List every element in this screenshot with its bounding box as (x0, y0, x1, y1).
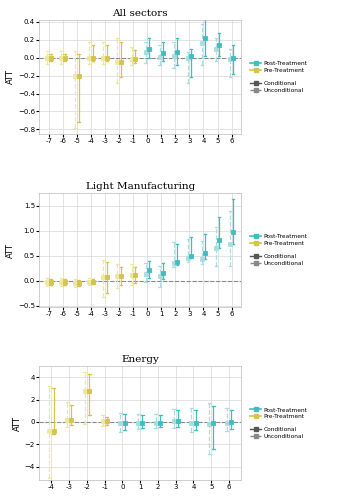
Y-axis label: ATT: ATT (6, 70, 15, 84)
Legend: Post-Treatment, Pre-Treatment, , Conditional, Unconditional: Post-Treatment, Pre-Treatment, , Conditi… (250, 408, 307, 438)
Y-axis label: ATT: ATT (6, 242, 15, 258)
Title: Light Manufacturing: Light Manufacturing (86, 182, 195, 191)
Title: Energy: Energy (121, 355, 159, 364)
Y-axis label: ATT: ATT (13, 416, 22, 430)
Legend: Post-Treatment, Pre-Treatment, , Conditional, Unconditional: Post-Treatment, Pre-Treatment, , Conditi… (250, 234, 307, 266)
Legend: Post-Treatment, Pre-Treatment, , Conditional, Unconditional: Post-Treatment, Pre-Treatment, , Conditi… (250, 62, 307, 92)
Title: All sectors: All sectors (113, 9, 168, 18)
